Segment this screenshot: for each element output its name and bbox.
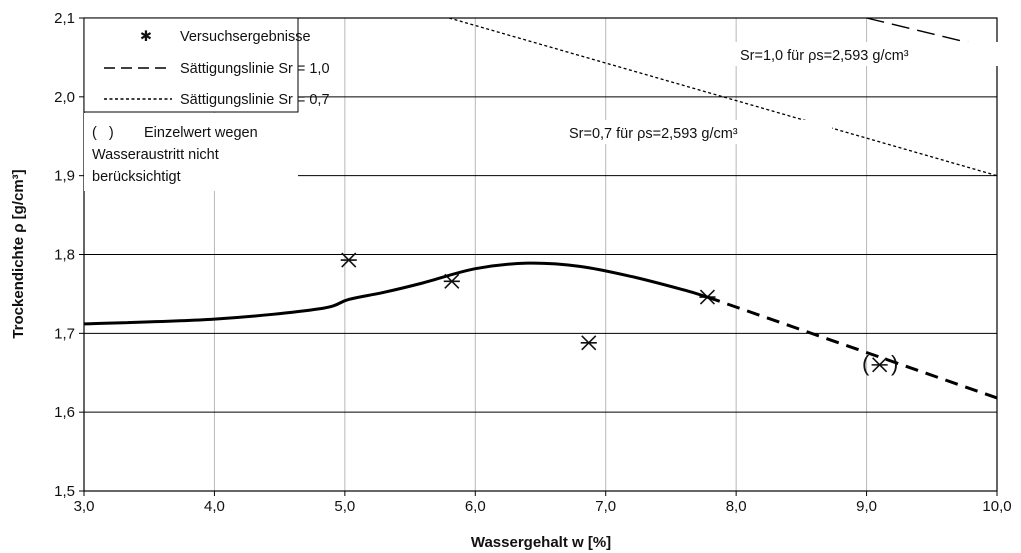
x-tick-label: 6,0	[465, 498, 486, 515]
grid	[83, 17, 998, 492]
note-line-1: Einzelwert wegen	[144, 125, 258, 141]
legend-box	[83, 17, 299, 113]
proctor-curve-extrapolated	[706, 295, 998, 400]
y-tick-label: 2,0	[54, 89, 75, 106]
series-layer: ()	[83, 17, 998, 400]
x-tick-label: 4,0	[204, 498, 225, 515]
proctor-curve	[83, 261, 708, 326]
x-tick-label: 10,0	[982, 498, 1011, 515]
legend-label-sr07: Sättigungslinie Sr = 0,7	[180, 92, 330, 108]
note-line-3: berücksichtigt	[92, 169, 181, 185]
saturation-line-sr07	[449, 17, 998, 177]
y-tick-label: 1,6	[54, 404, 75, 421]
excluded-paren-left: (	[862, 351, 870, 376]
x-tick-label: 8,0	[726, 498, 747, 515]
y-tick-label: 1,7	[54, 325, 75, 342]
y-tick-label: 1,8	[54, 247, 75, 264]
tick-labels: 3,0 4,0 5,0 6,0 7,0 8,0 9,0 10,0 1,5 1,6 1,7 1,8 1,9…	[54, 10, 1011, 515]
legend: ✱ Versuchsergebnisse Sättigungslinie Sr …	[83, 17, 330, 113]
x-tick-label: 5,0	[334, 498, 355, 515]
data-point	[580, 335, 597, 351]
data-point	[340, 252, 357, 268]
note: ( ) Einzelwert wegen Wasseraustritt nich…	[84, 113, 298, 191]
x-axis-title: Wassergehalt w [%]	[471, 534, 611, 551]
legend-symbol-asterisk: ✱	[140, 29, 152, 45]
anno-sr07: Sr=0,7 für ρs=2,593 g/cm³	[569, 126, 738, 142]
x-tick-label: 3,0	[74, 498, 95, 515]
legend-label-sr10: Sättigungslinie Sr = 1,0	[180, 61, 330, 77]
y-tick-label: 1,5	[54, 483, 75, 500]
x-tick-label: 9,0	[856, 498, 877, 515]
note-line-2: Wasseraustritt nicht	[92, 147, 219, 163]
data-point: ()	[862, 351, 898, 376]
anno-sr10-background	[735, 42, 1003, 66]
anno-sr10: Sr=1,0 für ρs=2,593 g/cm³	[740, 48, 909, 64]
anno-sr07-background	[564, 120, 832, 144]
y-tick-label: 1,9	[54, 168, 75, 185]
legend-label-results: Versuchsergebnisse	[180, 29, 311, 45]
note-marker: ( )	[92, 125, 114, 141]
note-box	[84, 113, 298, 191]
x-tick-label: 7,0	[595, 498, 616, 515]
y-tick-label: 2,1	[54, 10, 75, 27]
y-axis-title: Trockendichte ρ [g/cm³]	[10, 169, 27, 338]
